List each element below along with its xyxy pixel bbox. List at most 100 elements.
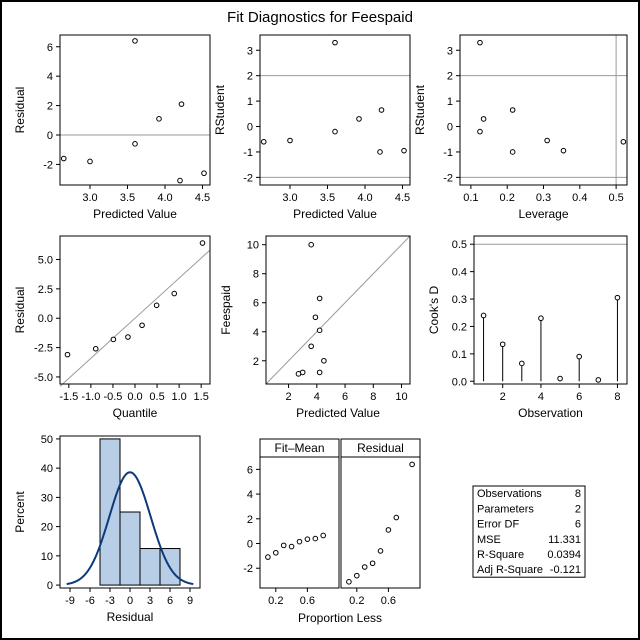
cooksd-x-tick-label: 6	[576, 391, 582, 403]
obs_pred-fit-line	[265, 235, 411, 385]
qq-y-tick-label: 5.0	[38, 254, 53, 266]
rstudent_lev-y-tick-label: 0	[447, 122, 453, 134]
rstudent_lev-x-axis-label: Leverage	[518, 207, 568, 221]
rstudent_pred-x-tick-label: 4.0	[357, 192, 372, 204]
rf-x-tick-label: 0.2	[349, 595, 364, 607]
qq-point	[125, 334, 131, 340]
rf-panel-title: Residual	[357, 441, 404, 455]
hist-y-tick-label: 0	[47, 580, 53, 592]
rstudent_lev-y-axis-label: RStudent	[413, 84, 427, 135]
fit-stat-value: 8	[575, 488, 581, 500]
fit-stat-label: MSE	[477, 534, 501, 546]
qq-y-tick-label: 0.0	[38, 313, 53, 325]
rstudent_pred-y-tick-label: 0	[247, 122, 253, 134]
hist-x-axis-label: Residual	[107, 610, 154, 624]
rstudent_pred-y-axis-label: RStudent	[213, 84, 227, 135]
resid_pred-y-tick-label: 0	[47, 130, 53, 142]
cooksd-plot-frame	[473, 235, 628, 385]
cooksd-x-tick-label: 8	[614, 391, 620, 403]
cooksd-y-tick-label: 0.2	[452, 321, 467, 333]
resid_pred-point	[178, 101, 185, 107]
qq-x-axis-label: Quantile	[113, 406, 158, 420]
rf-y-tick-label: 4	[247, 489, 253, 501]
qq-point	[64, 351, 71, 358]
rstudent_pred-point	[332, 39, 338, 46]
rf-left-frame	[259, 456, 340, 589]
rf-right-point	[393, 514, 400, 521]
rstudent_lev-x-tick-label: 0.1	[463, 192, 478, 204]
resid_pred-point	[60, 155, 67, 162]
rf-left-point	[304, 536, 311, 542]
rstudent_lev-point	[509, 149, 516, 155]
rf-y-tick-label: -2	[243, 563, 253, 575]
rf-x-tick-label: 0.6	[300, 595, 315, 607]
qq-plot-frame	[59, 235, 211, 385]
rstudent_pred-point	[377, 149, 383, 155]
resid_pred-point	[201, 170, 207, 177]
obs_pred-point	[295, 371, 302, 377]
obs_pred-point	[316, 369, 323, 376]
obs_pred-x-tick-label: 4	[314, 391, 320, 403]
fit-stat-value: 0.0394	[547, 549, 581, 561]
obs_pred-point	[316, 327, 323, 334]
fit-stat-value: 11.331	[548, 534, 581, 546]
rf-right-point	[354, 572, 360, 579]
rf-left-point	[288, 543, 295, 550]
resid_pred-point	[87, 158, 93, 165]
obs_pred-x-tick-label: 10	[395, 391, 407, 403]
obs_pred-point	[312, 314, 319, 321]
rstudent_pred-y-tick-label: 3	[247, 45, 253, 57]
rf-x-tick-label: 0.6	[381, 595, 396, 607]
cooksd-y-tick-label: 0.1	[452, 349, 467, 361]
rstudent_lev-x-tick-label: 0.4	[572, 192, 587, 204]
rf-right-point	[346, 579, 352, 585]
resid_pred-point	[177, 177, 183, 184]
rstudent_lev-y-tick-label: 2	[447, 71, 453, 83]
cooksd-x-tick-label: 2	[500, 391, 506, 403]
rstudent_pred-x-tick-label: 3.0	[282, 192, 297, 204]
rstudent_lev-x-tick-label: 0.3	[536, 192, 551, 204]
cooksd-point	[519, 360, 525, 367]
hist-normal-curve	[66, 471, 194, 586]
cooksd-x-tick-label: 4	[538, 391, 544, 403]
hist-y-axis-label: Percent	[13, 491, 27, 533]
qq-point	[139, 322, 145, 329]
obs_pred-x-tick-label: 6	[342, 391, 348, 403]
rstudent_pred-point	[287, 137, 293, 144]
rstudent_pred-point	[401, 147, 407, 154]
rstudent_pred-point	[378, 107, 385, 113]
resid_pred-y-axis-label: Residual	[13, 87, 27, 134]
obs_pred-point	[308, 343, 314, 350]
hist-y-tick-label: 20	[41, 522, 53, 534]
hist-x-tick-label: -3	[105, 595, 115, 607]
rstudent_lev-x-tick-label: 0.2	[500, 192, 515, 204]
rf-y-tick-label: 6	[247, 464, 253, 476]
obs_pred-y-tick-label: 6	[253, 298, 259, 310]
rstudent_lev-y-tick-label: 1	[447, 96, 453, 108]
page-title: Fit Diagnostics for Feespaid	[227, 9, 413, 26]
obs_pred-point	[316, 295, 323, 302]
rstudent_pred-y-tick-label: 2	[247, 71, 253, 83]
hist-x-tick-label: 6	[167, 595, 173, 607]
fit-stat-value: 6	[575, 519, 581, 531]
obs_pred-y-axis-label: Feespaid	[219, 285, 233, 334]
qq-point	[92, 345, 99, 352]
fit-stat-label: Adj R-Square	[477, 564, 543, 576]
qq-x-tick-label: 1.5	[194, 391, 209, 403]
obs_pred-x-axis-label: Predicted Value	[296, 406, 380, 420]
hist-x-tick-label: -6	[85, 595, 95, 607]
qq-y-tick-label: -2.5	[34, 343, 53, 355]
cooksd-y-tick-label: 0.3	[452, 294, 467, 306]
rstudent_pred-x-tick-label: 3.5	[320, 192, 335, 204]
qq-x-tick-label: 1.0	[171, 391, 186, 403]
resid_pred-y-tick-label: -2	[43, 159, 53, 171]
rstudent_lev-x-tick-label: 0.5	[608, 192, 623, 204]
obs_pred-plot-frame	[265, 235, 411, 385]
resid_pred-x-tick-label: 4.0	[157, 192, 172, 204]
rf-left-point	[312, 535, 319, 542]
resid_pred-point	[132, 141, 138, 147]
obs_pred-y-tick-label: 8	[253, 269, 259, 281]
rstudent_pred-point	[260, 138, 267, 145]
